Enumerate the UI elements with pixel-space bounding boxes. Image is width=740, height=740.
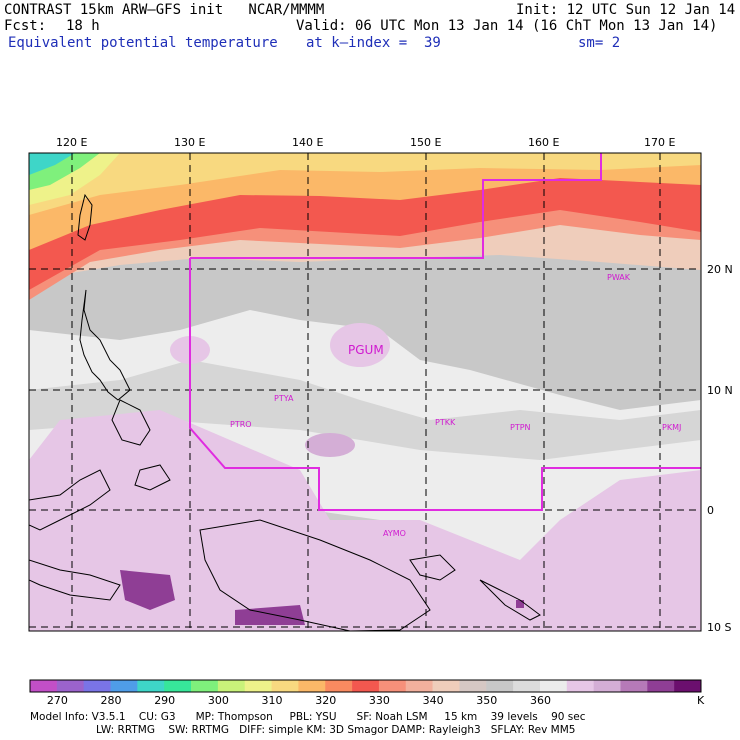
colorbar-swatch [244, 680, 272, 692]
colorbar-swatch [539, 680, 568, 692]
colorbar-swatch [56, 680, 84, 692]
station-ptro: PTRO [230, 420, 252, 429]
violet-patch [120, 570, 175, 610]
colorbar-swatch [432, 680, 460, 692]
model-info-line1: Model Info: V3.5.1 CU: G3 MP: Thompson P… [30, 711, 586, 723]
coastline-philippines [79, 289, 131, 401]
forecast-hour-value: 18 h [66, 18, 100, 34]
lat-label-10s: 10 S [707, 621, 732, 634]
coastline-new-guinea [199, 519, 431, 631]
colorbar-tick-label: 330 [368, 694, 390, 707]
coastline-mindanao [111, 399, 151, 446]
lon-label-140e: 140 E [292, 136, 324, 149]
station-ptya: PTYA [274, 394, 294, 403]
station-pgum: PGUM [348, 343, 384, 357]
colorbar-swatch [325, 680, 353, 692]
inner-domain-outline [189, 153, 701, 511]
colorbar-tick-label: 280 [100, 694, 122, 707]
coastline-sulawesi [29, 559, 121, 601]
coastline-solomons [479, 579, 541, 621]
lon-label-170e: 170 E [644, 136, 676, 149]
colorbar-swatch [352, 680, 380, 692]
colorbar-swatch [30, 680, 58, 692]
lon-label-150e: 150 E [410, 136, 442, 149]
colorbar-swatch [405, 680, 433, 692]
coastline-taiwan [77, 193, 93, 241]
model-title: CONTRAST 15km ARW–GFS init NCAR/MMMM [4, 2, 325, 18]
colorbar-swatch [83, 680, 111, 692]
colorbar-swatch [486, 680, 514, 692]
coastline-borneo [29, 469, 111, 531]
violet-dot [516, 600, 524, 608]
colorbar-swatch [593, 680, 621, 692]
colorbar-swatch [620, 680, 648, 692]
vertical-level: at k–index = 39 [306, 35, 441, 51]
colorbar-frame [29, 679, 702, 693]
colorbar-swatch [378, 680, 407, 692]
colorbar-tick-label: 350 [476, 694, 498, 707]
colorbar-tick-label: 360 [529, 694, 551, 707]
colorbar-swatch [110, 680, 138, 692]
colorbar-tick-label: 300 [207, 694, 229, 707]
lavender-patch [29, 410, 701, 631]
colorbar-swatch [459, 680, 487, 692]
colorbar-tick-label: 290 [154, 694, 176, 707]
lilac-spot [305, 433, 355, 457]
colorbar-swatch [137, 680, 165, 692]
teal-band [29, 153, 75, 175]
colorbar-tick-label: 340 [422, 694, 444, 707]
lon-label-130e: 130 E [174, 136, 206, 149]
station-pkmj: PKMJ [662, 423, 681, 432]
station-pwak: PWAK [607, 273, 631, 282]
colorbar-swatch [298, 680, 326, 692]
lat-lon-grid [29, 153, 701, 631]
colorbar-swatch [271, 680, 299, 692]
lat-label-0: 0 [707, 504, 714, 517]
colorbar-swatch [647, 680, 675, 692]
colorbar-swatch [566, 680, 594, 692]
valid-time: Valid: 06 UTC Mon 13 Jan 14 (16 ChT Mon … [296, 18, 718, 34]
grey-band [29, 250, 701, 410]
init-time: Init: 12 UTC Sun 12 Jan 14 [516, 2, 736, 18]
station-ptkk: PTKK [435, 418, 456, 427]
forecast-hour-label: Fcst: [4, 18, 47, 34]
colorbar-swatch [217, 680, 246, 692]
colorbar-swatch [674, 680, 702, 692]
coastline-halmahera [134, 464, 171, 491]
model-info-line2: LW: RRTMG SW: RRTMG DIFF: simple KM: 3D … [96, 724, 576, 736]
yellow-band [29, 153, 701, 215]
lavender-spot [330, 323, 390, 367]
colorbar [29, 679, 702, 693]
colorbar-swatch [513, 680, 541, 692]
coastline-new-britain [409, 554, 456, 581]
lat-label-10n: 10 N [707, 384, 733, 397]
lat-label-20n: 20 N [707, 263, 733, 276]
field-name: Equivalent potential temperature [8, 35, 278, 51]
colorbar-unit: K [697, 694, 705, 707]
colorbar-tick-label: 270 [46, 694, 68, 707]
station-ptpn: PTPN [510, 423, 531, 432]
lon-label-120e: 120 E [56, 136, 88, 149]
colorbar-swatch [191, 680, 219, 692]
smoothing-value: sm= 2 [578, 35, 621, 51]
colorbar-swatch [164, 680, 192, 692]
grey-band-lower [29, 360, 701, 460]
plot-frame [28, 152, 702, 632]
station-aymo: AYMO [383, 529, 406, 538]
colorbar-tick-label: 310 [261, 694, 283, 707]
lon-label-160e: 160 E [528, 136, 560, 149]
colorbar-tick-label: 320 [315, 694, 337, 707]
